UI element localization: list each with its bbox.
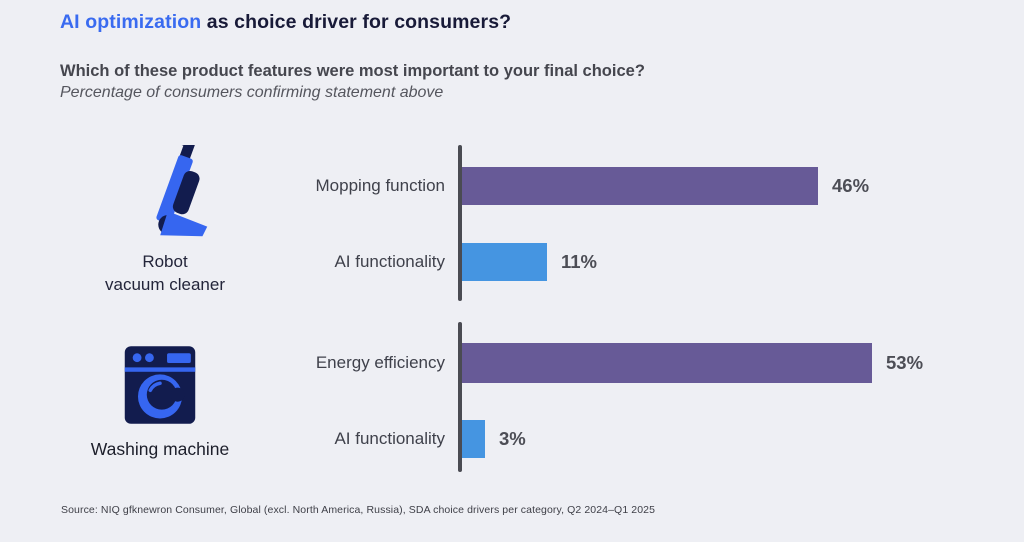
chart-axis [458,145,462,301]
bar-row-ai-functionality: AI functionality 11% [0,243,597,281]
chart-question: Which of these product features were mos… [60,62,645,80]
chart-axis [458,322,462,472]
bar-mopping-function [462,167,818,205]
value-label: 53% [886,352,924,373]
vacuum-cleaner-icon [156,131,208,237]
page-title-highlight: AI optimization [60,11,202,33]
bar-row-energy-efficiency: Energy efficiency 53% [0,343,923,383]
value-label: 11% [561,251,598,272]
washing-machine-icon [124,346,196,424]
value-label: 46% [832,175,870,196]
category-label: AI functionality [334,429,445,448]
category-label: Mopping function [315,176,445,195]
page-title-rest: as choice driver for consumers? [201,11,512,33]
source-note: Source: NIQ gfknewron Consumer, Global (… [61,504,656,516]
bar-energy-efficiency [462,343,872,383]
page-title: AI optimization as choice driver for con… [60,11,511,34]
chart-subtitle: Percentage of consumers confirming state… [60,84,444,101]
value-label: 3% [499,428,526,449]
bar-ai-functionality [462,243,547,281]
bar-ai-functionality [462,420,485,458]
bar-row-ai-functionality: AI functionality 3% [0,420,526,458]
product-label-robot-vacuum: Robot vacuum cleaner [104,252,225,294]
category-label: Energy efficiency [315,353,445,372]
bar-row-mopping-function: Mopping function 46% [0,167,869,205]
product-washing-machine: Washing machine [60,344,260,461]
chart-group-washing-machine: Washing machine Energy efficiency 53% AI… [0,322,1024,472]
product-robot-vacuum: Robot vacuum cleaner [65,131,265,296]
category-label: AI functionality [334,252,445,271]
chart-group-robot-vacuum: Robot vacuum cleaner Mopping function 46… [0,131,1024,301]
product-label-washing-machine: Washing machine [90,439,230,459]
